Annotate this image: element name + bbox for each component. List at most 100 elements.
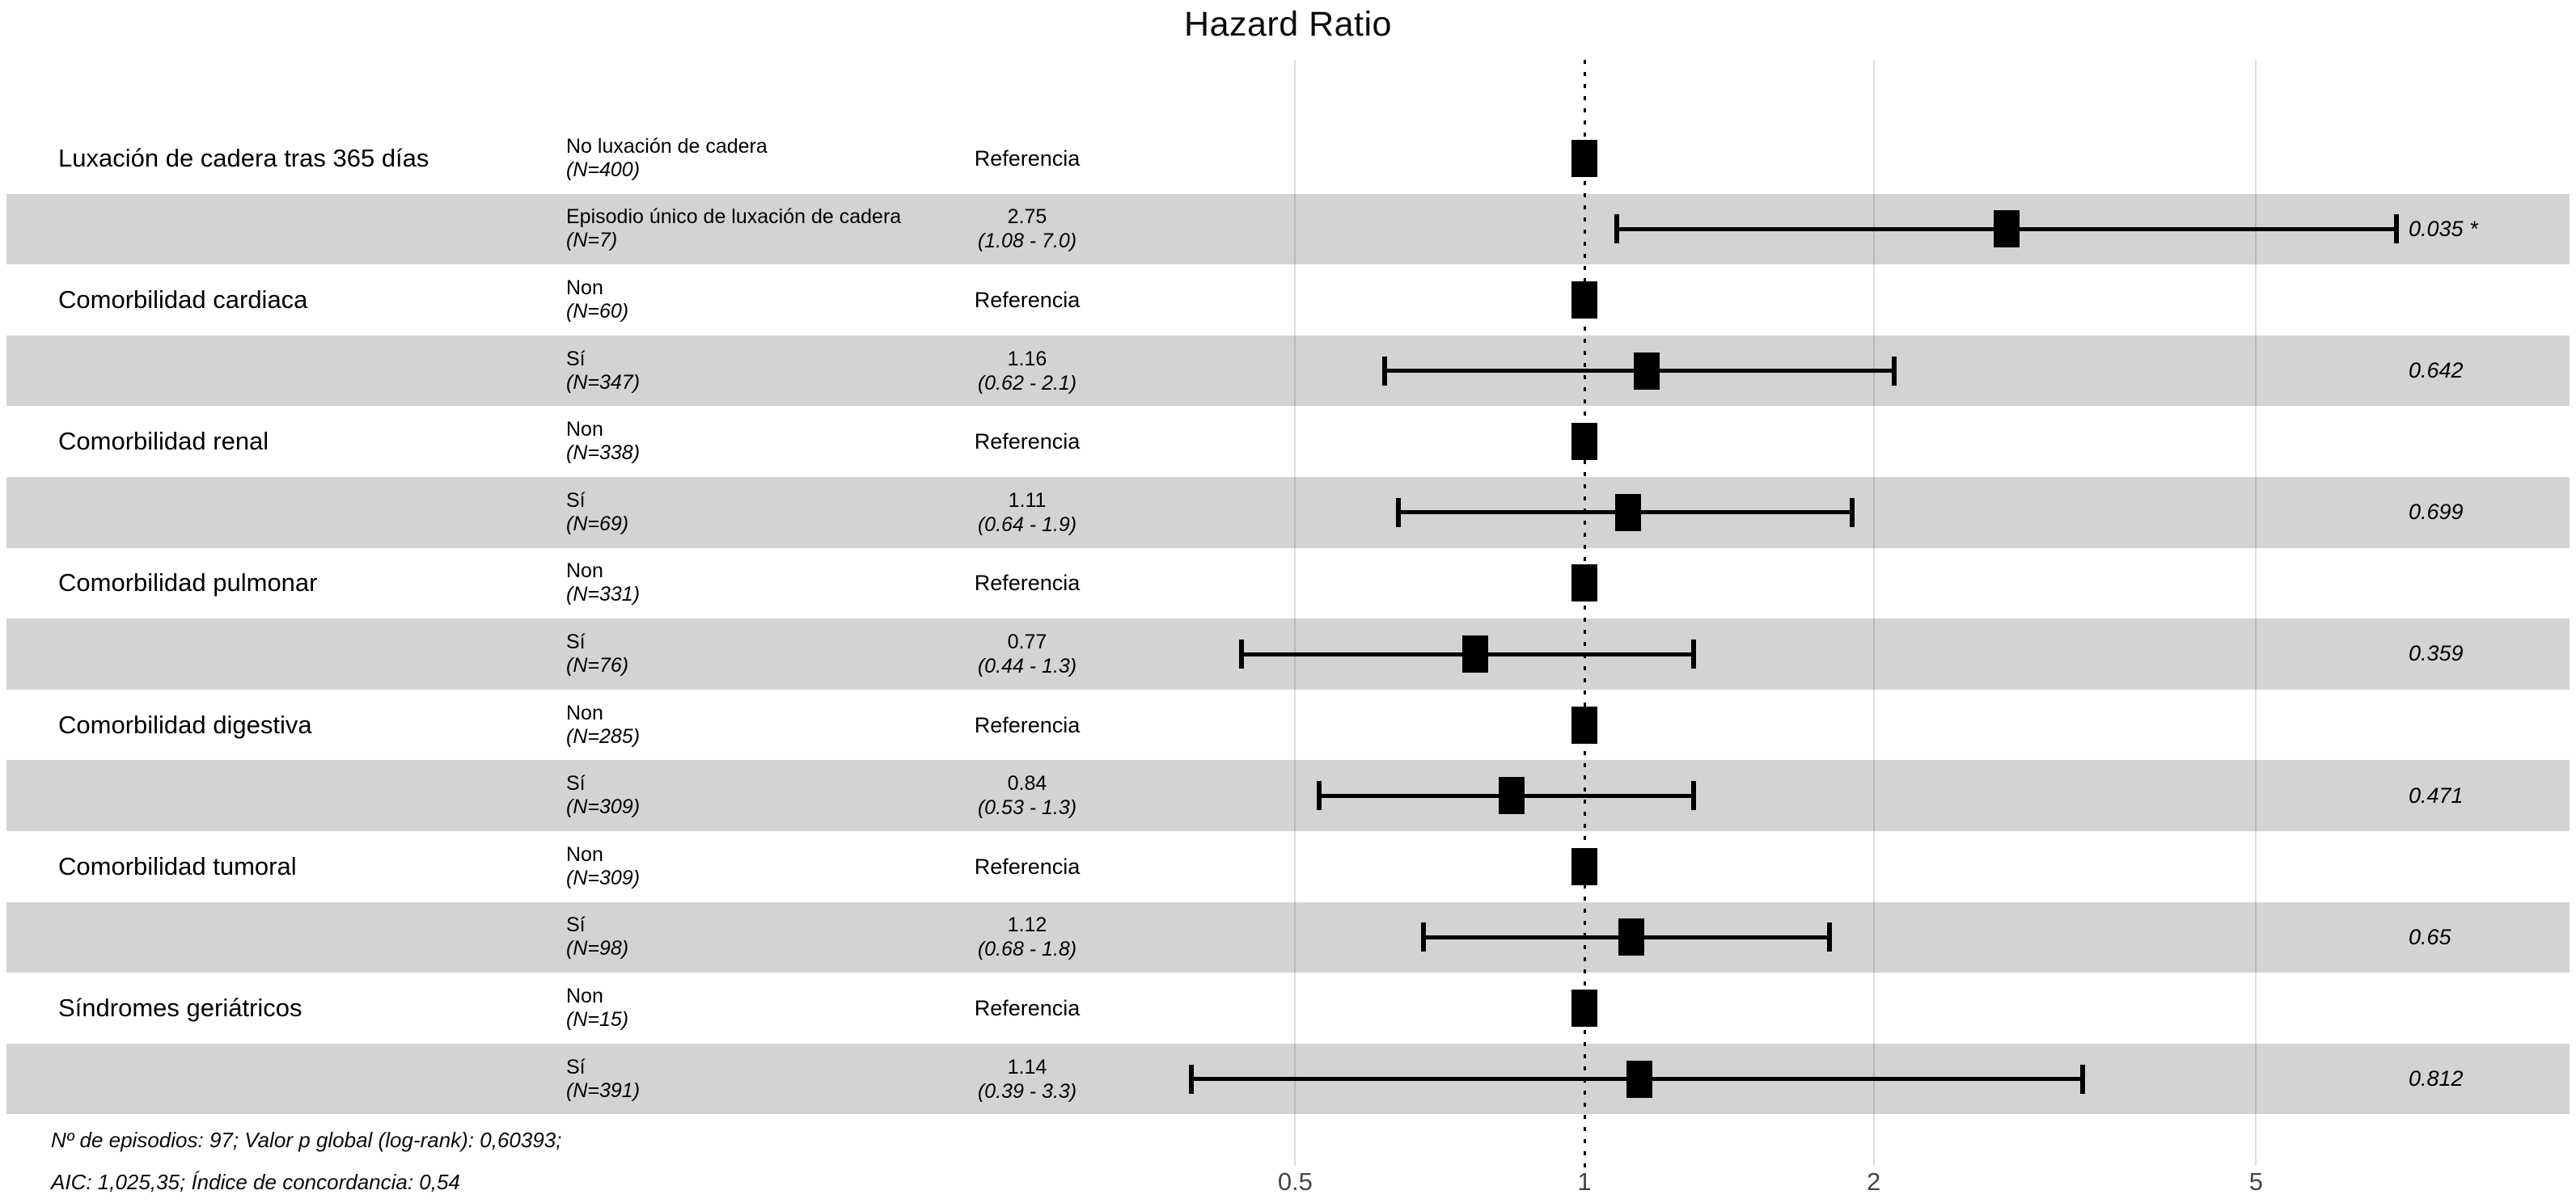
group-label: Sí (N=347)	[566, 336, 640, 407]
ci-cap-right	[1891, 356, 1897, 386]
ci-cap-left	[1421, 922, 1427, 952]
hr-marker	[1462, 635, 1489, 673]
estimate-cell: 1.12 (0.68 - 1.8)	[978, 902, 1077, 973]
hr-marker	[1571, 706, 1597, 744]
estimate-ci: (0.53 - 1.3)	[977, 796, 1077, 820]
group-n: (N=309)	[566, 796, 641, 819]
ci-cap-left	[1382, 356, 1388, 386]
group-label: Episodio único de luxación de cadera (N=7…	[566, 194, 901, 265]
estimate-value: 1.11	[1008, 488, 1047, 512]
hr-marker	[1614, 493, 1641, 531]
group-n: (N=391)	[566, 1078, 641, 1102]
group-name: Sí	[566, 914, 586, 937]
estimate-cell: 0.84 (0.53 - 1.3)	[978, 760, 1077, 831]
group-name: Non	[566, 984, 603, 1007]
p-value: 0.359	[2409, 641, 2464, 666]
variable-label: Comorbilidad tumoral	[58, 851, 297, 880]
hr-marker	[1571, 564, 1597, 602]
variable-label: Comorbilidad renal	[58, 427, 269, 456]
group-n: (N=331)	[566, 583, 641, 606]
variable-label: Comorbilidad digestiva	[58, 710, 312, 739]
p-value: 0.65	[2409, 924, 2451, 949]
p-value: 0.471	[2409, 783, 2464, 808]
estimate-cell: Referencia	[975, 123, 1081, 194]
group-n: (N=15)	[566, 1007, 629, 1031]
group-n: (N=309)	[566, 866, 641, 889]
row-band	[6, 477, 2570, 548]
gridline-0.5	[1294, 60, 1296, 1166]
group-n: (N=60)	[566, 299, 629, 323]
p-value: 0.812	[2409, 1066, 2464, 1091]
hr-marker	[1499, 777, 1525, 815]
group-label: Sí (N=309)	[566, 760, 640, 831]
group-name: Sí	[566, 630, 586, 653]
reference-label: Referencia	[974, 995, 1081, 1020]
estimate-value: 0.84	[1007, 772, 1047, 796]
group-n: (N=76)	[566, 653, 629, 677]
hr-marker	[1633, 352, 1660, 390]
gridline-2	[1872, 60, 1875, 1166]
ci-cap-left	[1317, 781, 1322, 811]
hr-marker	[1571, 281, 1597, 319]
group-label: Non (N=338)	[566, 406, 640, 477]
ci-cap-left	[1395, 497, 1401, 527]
p-value: 0.035 *	[2409, 216, 2478, 241]
estimate-ci: (1.08 - 7.0)	[977, 230, 1077, 253]
hr-marker	[1993, 210, 2020, 248]
estimate-ci: (0.44 - 1.3)	[977, 654, 1077, 677]
p-value: 0.642	[2409, 358, 2464, 383]
estimate-cell: Referencia	[975, 548, 1081, 619]
axis-tick-label: 0.5	[1277, 1167, 1313, 1196]
reference-label: Referencia	[974, 571, 1081, 596]
group-label: Sí (N=391)	[566, 1044, 640, 1115]
group-n: (N=7)	[566, 229, 618, 252]
variable-label: Síndromes geriátricos	[58, 993, 302, 1022]
p-value: 0.699	[2409, 500, 2464, 525]
group-label: Non (N=60)	[566, 264, 628, 336]
estimate-ci: (0.64 - 1.9)	[977, 513, 1077, 536]
estimate-cell: Referencia	[975, 264, 1081, 336]
reference-label: Referencia	[974, 429, 1081, 454]
estimate-value: 1.16	[1007, 347, 1047, 370]
estimate-cell: Referencia	[975, 690, 1081, 761]
group-n: (N=285)	[566, 724, 641, 748]
reference-label: Referencia	[974, 146, 1081, 171]
group-label: Sí (N=76)	[566, 618, 628, 690]
hr-marker	[1571, 990, 1597, 1027]
row-band	[6, 335, 2570, 407]
gridline-5	[2255, 60, 2257, 1166]
group-name: Sí	[566, 347, 586, 370]
estimate-value: 1.14	[1007, 1055, 1047, 1078]
reference-label: Referencia	[974, 854, 1081, 879]
group-name: Non	[566, 559, 603, 583]
group-label: Non (N=15)	[566, 973, 628, 1044]
row-band	[6, 901, 2570, 973]
group-label: Non (N=331)	[566, 548, 640, 619]
reference-label: Referencia	[974, 287, 1081, 312]
reference-label: Referencia	[974, 712, 1081, 737]
group-n: (N=98)	[566, 937, 629, 960]
footnote-line-1: Nº de episodios: 97; Valor p global (log…	[51, 1128, 562, 1152]
estimate-value: 1.12	[1007, 914, 1047, 937]
group-name: Non	[566, 418, 603, 441]
group-label: Sí (N=98)	[566, 902, 628, 973]
group-name: Non	[566, 701, 603, 724]
estimate-cell: Referencia	[975, 406, 1081, 477]
axis-tick-label: 2	[1866, 1167, 1881, 1196]
ci-cap-right	[1827, 922, 1833, 952]
axis-tick-label: 5	[2248, 1167, 2263, 1196]
estimate-ci: (0.68 - 1.8)	[977, 938, 1077, 961]
variable-label: Comorbilidad pulmonar	[58, 568, 318, 597]
plot-title: Hazard Ratio	[1184, 5, 1392, 44]
group-n: (N=400)	[566, 158, 641, 181]
ci-cap-left	[1189, 1064, 1195, 1094]
group-label: Non (N=309)	[566, 831, 640, 902]
group-name: Sí	[566, 1055, 586, 1078]
estimate-cell: 2.75 (1.08 - 7.0)	[978, 194, 1077, 265]
estimate-cell: 1.16 (0.62 - 2.1)	[978, 336, 1077, 407]
hr-marker	[1571, 423, 1597, 461]
group-name: Non	[566, 276, 603, 299]
ci-cap-right	[1850, 497, 1855, 527]
estimate-cell: 0.77 (0.44 - 1.3)	[978, 618, 1077, 690]
estimate-value: 0.77	[1007, 630, 1047, 653]
